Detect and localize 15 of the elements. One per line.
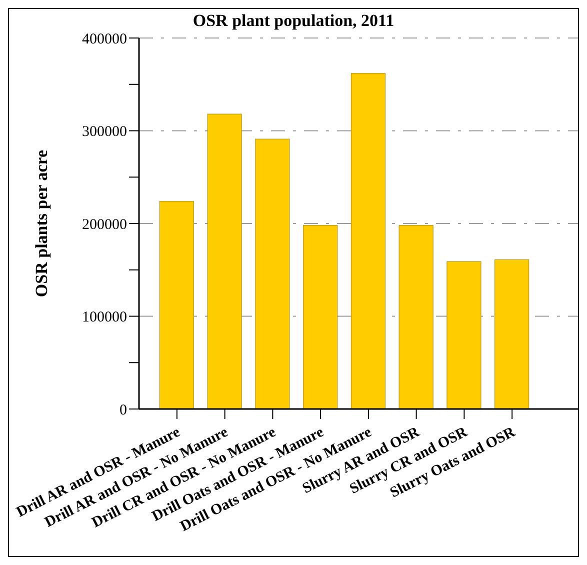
y-tick-label: 100000 [82, 310, 127, 326]
bar [159, 200, 194, 409]
bar [255, 138, 290, 409]
y-tick-label: 400000 [82, 31, 127, 48]
chart-title: OSR plant population, 2011 [192, 11, 396, 31]
bar [303, 225, 338, 409]
y-tick-label: 200000 [82, 216, 127, 233]
bar [446, 261, 482, 409]
bar [398, 225, 434, 409]
y-tick-label: 300000 [82, 124, 127, 140]
y-tick-label: 0 [120, 402, 127, 418]
bar [494, 259, 530, 409]
bar [350, 72, 386, 409]
y-axis-title: OSR plants per acre [32, 149, 52, 298]
bar [207, 114, 242, 409]
